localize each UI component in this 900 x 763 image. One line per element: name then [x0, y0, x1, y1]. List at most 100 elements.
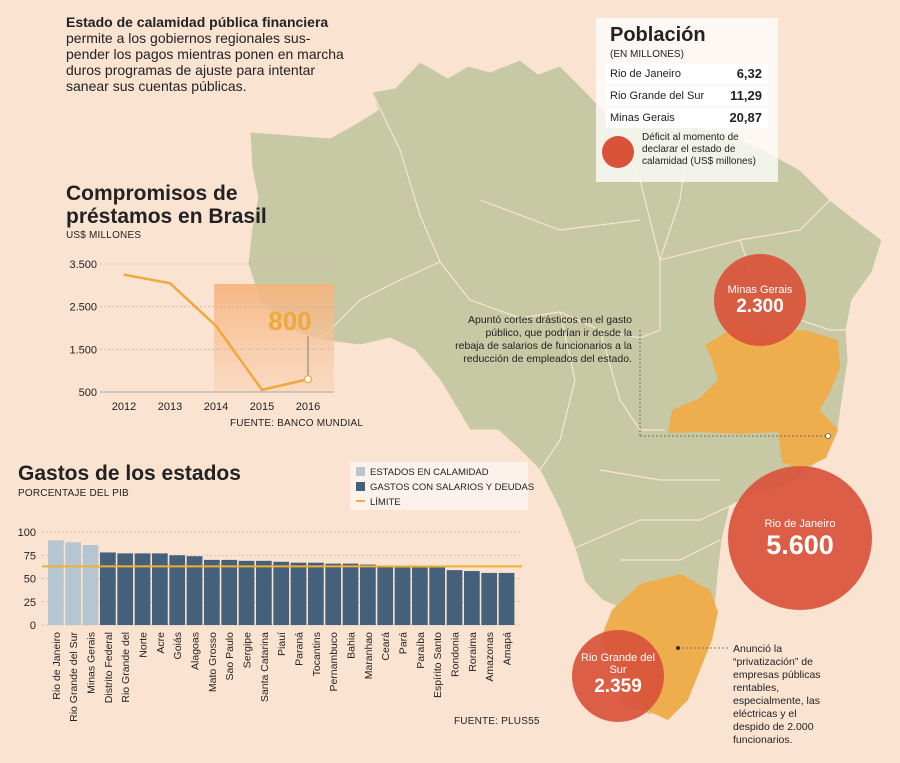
y-tick-label: 1.500: [69, 344, 97, 356]
rio-de-janeiro-point: [825, 433, 831, 439]
note-minas: Apuntó cortes drásticos en el gasto públ…: [455, 314, 632, 365]
x-tick-label: 2013: [158, 401, 182, 413]
poblacion-row-value: 11,29: [730, 88, 762, 103]
bar-category-label: Roraima: [467, 632, 479, 672]
bubble-label-rio: Rio de Janeiro 5.600: [728, 518, 872, 561]
bubble-label-minas: Minas Gerais 2.300: [714, 284, 806, 318]
bar: [481, 572, 498, 625]
bar: [48, 540, 64, 625]
bubble-rio-grande-del-sur: [572, 630, 664, 722]
bar: [325, 563, 342, 625]
bar-category-label: Alagoas: [190, 632, 202, 670]
bar-category-label: Ceará: [380, 632, 392, 661]
bar: [169, 555, 186, 625]
bubble-minas-gerais: [714, 254, 806, 346]
bar: [238, 560, 255, 625]
intro-bold: Estado de calamidad pública financiera: [66, 14, 329, 30]
bar: [290, 562, 307, 625]
bar-category-label: Sao Paulo: [224, 632, 236, 681]
x-tick-label: 2012: [112, 401, 136, 413]
bar: [498, 572, 515, 625]
poblacion-unit: (EN MILLONES): [610, 49, 684, 60]
y-tick-label: 2.500: [69, 302, 97, 314]
bar-category-label: Rio de Janeiro: [51, 632, 63, 700]
bar-category-label: Tocantins: [311, 632, 323, 676]
bubble-name: Rio Grande del Sur: [581, 652, 655, 676]
bar: [134, 553, 151, 625]
bar-chart-source: FUENTE: PLUS55: [454, 716, 540, 727]
bar: [377, 566, 394, 625]
bar: [100, 552, 116, 625]
bar: [221, 559, 238, 625]
bar: [429, 567, 446, 625]
bar: [152, 553, 168, 625]
bar: [446, 570, 463, 625]
bar: [256, 560, 272, 625]
bar: [65, 542, 82, 625]
bar-category-label: Norte: [138, 632, 150, 658]
minas-gerais-shape: [668, 330, 840, 434]
poblacion-row: Rio de Janeiro 6,32: [606, 64, 768, 84]
y-tick-label: 50: [24, 574, 36, 586]
poblacion-row: Minas Gerais 20,87: [606, 108, 768, 128]
bar: [394, 567, 411, 625]
bubble-name: Minas Gerais: [727, 284, 793, 296]
highlight-area: [214, 284, 334, 392]
y-tick-label: 75: [24, 550, 36, 562]
poblacion-row-value: 6,32: [736, 66, 762, 81]
bar-category-label: Piauí: [276, 632, 288, 656]
bar: [308, 562, 324, 625]
bubble-value: 2.300: [736, 296, 784, 317]
y-tick-label: 3.500: [69, 259, 97, 271]
legend-swatch-spending: [356, 482, 365, 491]
loan-point: [303, 375, 313, 384]
bar-category-label: Santa Catarina: [259, 632, 271, 702]
bar-category-label: Mato Grosso: [207, 632, 219, 692]
bar-category-label: Amazonas: [484, 632, 496, 682]
y-tick-label: 25: [24, 597, 36, 609]
bubble-value: 2.359: [594, 676, 642, 697]
bar-category-label: Rio Grande del: [120, 632, 132, 703]
bar-category-label: Pará: [398, 632, 410, 654]
loan-chart-title: Compromisos de préstamos en Brasil: [66, 182, 267, 228]
annotation-800: 800: [268, 306, 311, 336]
bar-category-label: Pernambuco: [328, 632, 340, 692]
x-tick-label: 2015: [250, 401, 274, 413]
note-rgs: Anunció la “privatización” de empresas p…: [733, 643, 821, 746]
bubble-value: 5.600: [766, 530, 834, 560]
loan-chart-ylabel: US$ MILLONES: [66, 230, 142, 241]
y-tick-label: 0: [30, 620, 36, 632]
loan-chart-source: FUENTE: BANCO MUNDIAL: [230, 418, 364, 429]
poblacion-row-name: Rio Grande del Sur: [610, 90, 705, 102]
bar: [186, 556, 203, 625]
y-tick-label: 100: [18, 527, 36, 539]
legend-label: LÍMITE: [370, 497, 401, 508]
bar-category-label: Amapá: [502, 632, 514, 665]
bar-category-label: Maranhao: [363, 632, 375, 679]
bar-chart-title: Gastos de los estados: [18, 462, 241, 485]
bar-chart-ylabel: PORCENTAJE DEL PIB: [18, 488, 129, 499]
bar-category-label: Goiás: [172, 632, 184, 659]
bubble-name: Rio de Janeiro: [764, 518, 836, 530]
poblacion-row-value: 20,87: [729, 110, 762, 125]
intro-text: Estado de calamidad pública financiera p…: [66, 14, 366, 94]
bar-category-label: Minas Gerais: [86, 632, 98, 694]
bar: [273, 561, 290, 625]
bar-category-label: Acre: [155, 632, 167, 654]
rgs-point: [676, 646, 680, 650]
bar-category-label: Sergipe: [242, 632, 254, 668]
bar-legend-box: [350, 462, 528, 510]
legend-label: ESTADOS EN CALAMIDAD: [370, 467, 489, 478]
x-tick-label: 2014: [204, 401, 228, 413]
poblacion-row: Rio Grande del Sur 11,29: [606, 86, 768, 106]
y-tick-label: 500: [79, 387, 97, 399]
deficit-legend-text: Déficit al momento de declarar el estado…: [642, 132, 756, 167]
bar: [360, 564, 376, 625]
bar: [82, 545, 99, 625]
bar-category-label: Distrito Federal: [103, 632, 115, 703]
bar: [342, 563, 359, 625]
intro-body: permite a los gobiernos regionales sus- …: [66, 30, 344, 94]
